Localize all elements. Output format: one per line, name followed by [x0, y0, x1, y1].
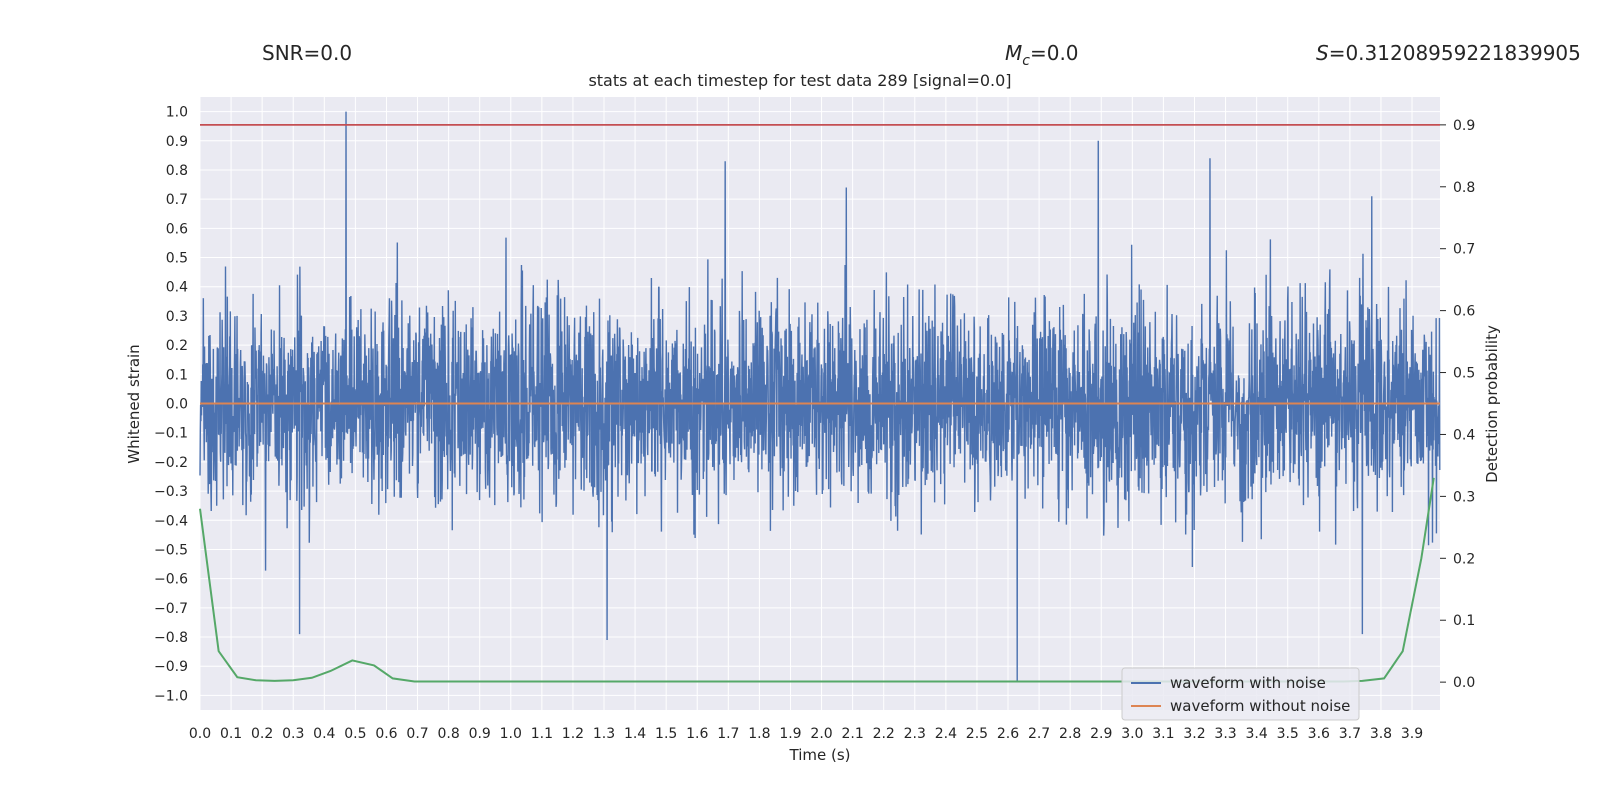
- y-tick-label: −0.7: [154, 601, 188, 617]
- y-tick-label: −0.6: [154, 572, 188, 588]
- y-tick-label: 0.4: [166, 280, 188, 296]
- y-tick-label: 0.1: [166, 367, 188, 383]
- x-tick-label: 0.3: [282, 726, 304, 742]
- y-tick-label: −0.2: [154, 455, 188, 471]
- x-tick-label: 3.4: [1246, 726, 1268, 742]
- y-tick-label: 0.3: [166, 309, 188, 325]
- x-tick-label: 2.8: [1059, 726, 1081, 742]
- x-axis-label: Time (s): [789, 746, 851, 764]
- y2-tick-label: 0.4: [1453, 427, 1475, 443]
- x-tick-label: 2.0: [810, 726, 832, 742]
- y-axis-label: Whitened strain: [125, 344, 143, 463]
- x-tick-label: 2.4: [935, 726, 957, 742]
- x-tick-label: 3.0: [1121, 726, 1143, 742]
- x-tick-label: 1.9: [779, 726, 801, 742]
- series-layer: [199, 111, 1441, 683]
- x-tick-label: 2.3: [904, 726, 926, 742]
- x-tick-label: 1.5: [655, 726, 677, 742]
- y2-tick-label: 0.3: [1453, 489, 1475, 505]
- y-tick-label: 1.0: [166, 105, 188, 121]
- x-tick-label: 0.8: [437, 726, 459, 742]
- x-tick-label: 1.6: [686, 726, 708, 742]
- x-tick-label: 2.9: [1090, 726, 1112, 742]
- x-tick-label: 2.1: [841, 726, 863, 742]
- series-waveform-with-noise: [199, 111, 1441, 681]
- x-tick-label: 3.8: [1370, 726, 1392, 742]
- y-tick-label: −0.1: [154, 426, 188, 442]
- x-tick-label: 1.4: [624, 726, 646, 742]
- x-tick-label: 3.6: [1308, 726, 1330, 742]
- ticks: 0.0 0.1 0.2 0.3 0.4 0.5 0.6 0.7 0.8 0.9 1.0 1.1 1.2 1…: [154, 105, 1475, 742]
- y2-tick-label: 0.1: [1453, 613, 1475, 629]
- x-tick-label: 2.2: [873, 726, 895, 742]
- x-tick-label: 2.6: [997, 726, 1019, 742]
- y-tick-label: −0.9: [154, 659, 188, 675]
- y2-tick-label: 0.2: [1453, 551, 1475, 567]
- x-tick-label: 0.9: [469, 726, 491, 742]
- y-tick-label: −0.8: [154, 630, 188, 646]
- y-tick-label: −1.0: [154, 688, 188, 704]
- y-tick-label: 0.7: [166, 192, 188, 208]
- x-tick-label: 1.1: [531, 726, 553, 742]
- plot-title: stats at each timestep for test data 289…: [588, 71, 1012, 90]
- x-tick-label: 1.7: [717, 726, 739, 742]
- y-tick-label: −0.4: [154, 513, 188, 529]
- x-tick-label: 0.5: [344, 726, 366, 742]
- x-tick-label: 3.3: [1214, 726, 1236, 742]
- y2-tick-label: 0.9: [1453, 118, 1475, 134]
- x-tick-label: 2.7: [1028, 726, 1050, 742]
- y-tick-label: 0.8: [166, 163, 188, 179]
- x-tick-label: 0.1: [220, 726, 242, 742]
- x-tick-label: 1.2: [562, 726, 584, 742]
- y-tick-label: 0.5: [166, 251, 188, 267]
- x-tick-label: 3.9: [1401, 726, 1423, 742]
- legend-label-noise: waveform with noise: [1170, 674, 1326, 692]
- y2-tick-label: 0.0: [1453, 675, 1475, 691]
- statistic-annotation: S=0.31208959221839905: [1316, 41, 1581, 65]
- y-tick-label: 0.6: [166, 221, 188, 237]
- y-tick-label: 0.9: [166, 134, 188, 150]
- x-tick-label: 1.8: [748, 726, 770, 742]
- x-tick-label: 0.4: [313, 726, 335, 742]
- y2-tick-label: 0.8: [1453, 180, 1475, 196]
- y2-axis-label: Detection probability: [1483, 325, 1501, 483]
- y-tick-label: 0.0: [166, 397, 188, 413]
- legend-label-clean: waveform without noise: [1170, 697, 1350, 715]
- series-detection-probability: [199, 477, 1435, 683]
- x-tick-label: 1.3: [593, 726, 615, 742]
- x-tick-label: 0.2: [251, 726, 273, 742]
- y-tick-label: −0.3: [154, 484, 188, 500]
- legend: waveform with noise waveform without noi…: [1121, 667, 1360, 721]
- y-tick-label: 0.2: [166, 338, 188, 354]
- x-tick-label: 0.6: [375, 726, 397, 742]
- y2-tick-label: 0.6: [1453, 304, 1475, 320]
- snr-annotation: SNR=0.0: [262, 41, 353, 65]
- chirp-mass-annotation: Mc=0.0: [1005, 41, 1079, 69]
- y2-tick-label: 0.5: [1453, 366, 1475, 382]
- y-tick-label: −0.5: [154, 542, 188, 558]
- legend-box: [1121, 667, 1360, 721]
- x-tick-label: 3.5: [1277, 726, 1299, 742]
- x-tick-label: 3.2: [1183, 726, 1205, 742]
- x-tick-label: 3.7: [1339, 726, 1361, 742]
- x-tick-label: 0.0: [189, 726, 211, 742]
- x-tick-label: 3.1: [1152, 726, 1174, 742]
- x-tick-label: 1.0: [500, 726, 522, 742]
- y2-tick-label: 0.7: [1453, 242, 1475, 258]
- x-tick-label: 0.7: [406, 726, 428, 742]
- x-tick-label: 2.5: [966, 726, 988, 742]
